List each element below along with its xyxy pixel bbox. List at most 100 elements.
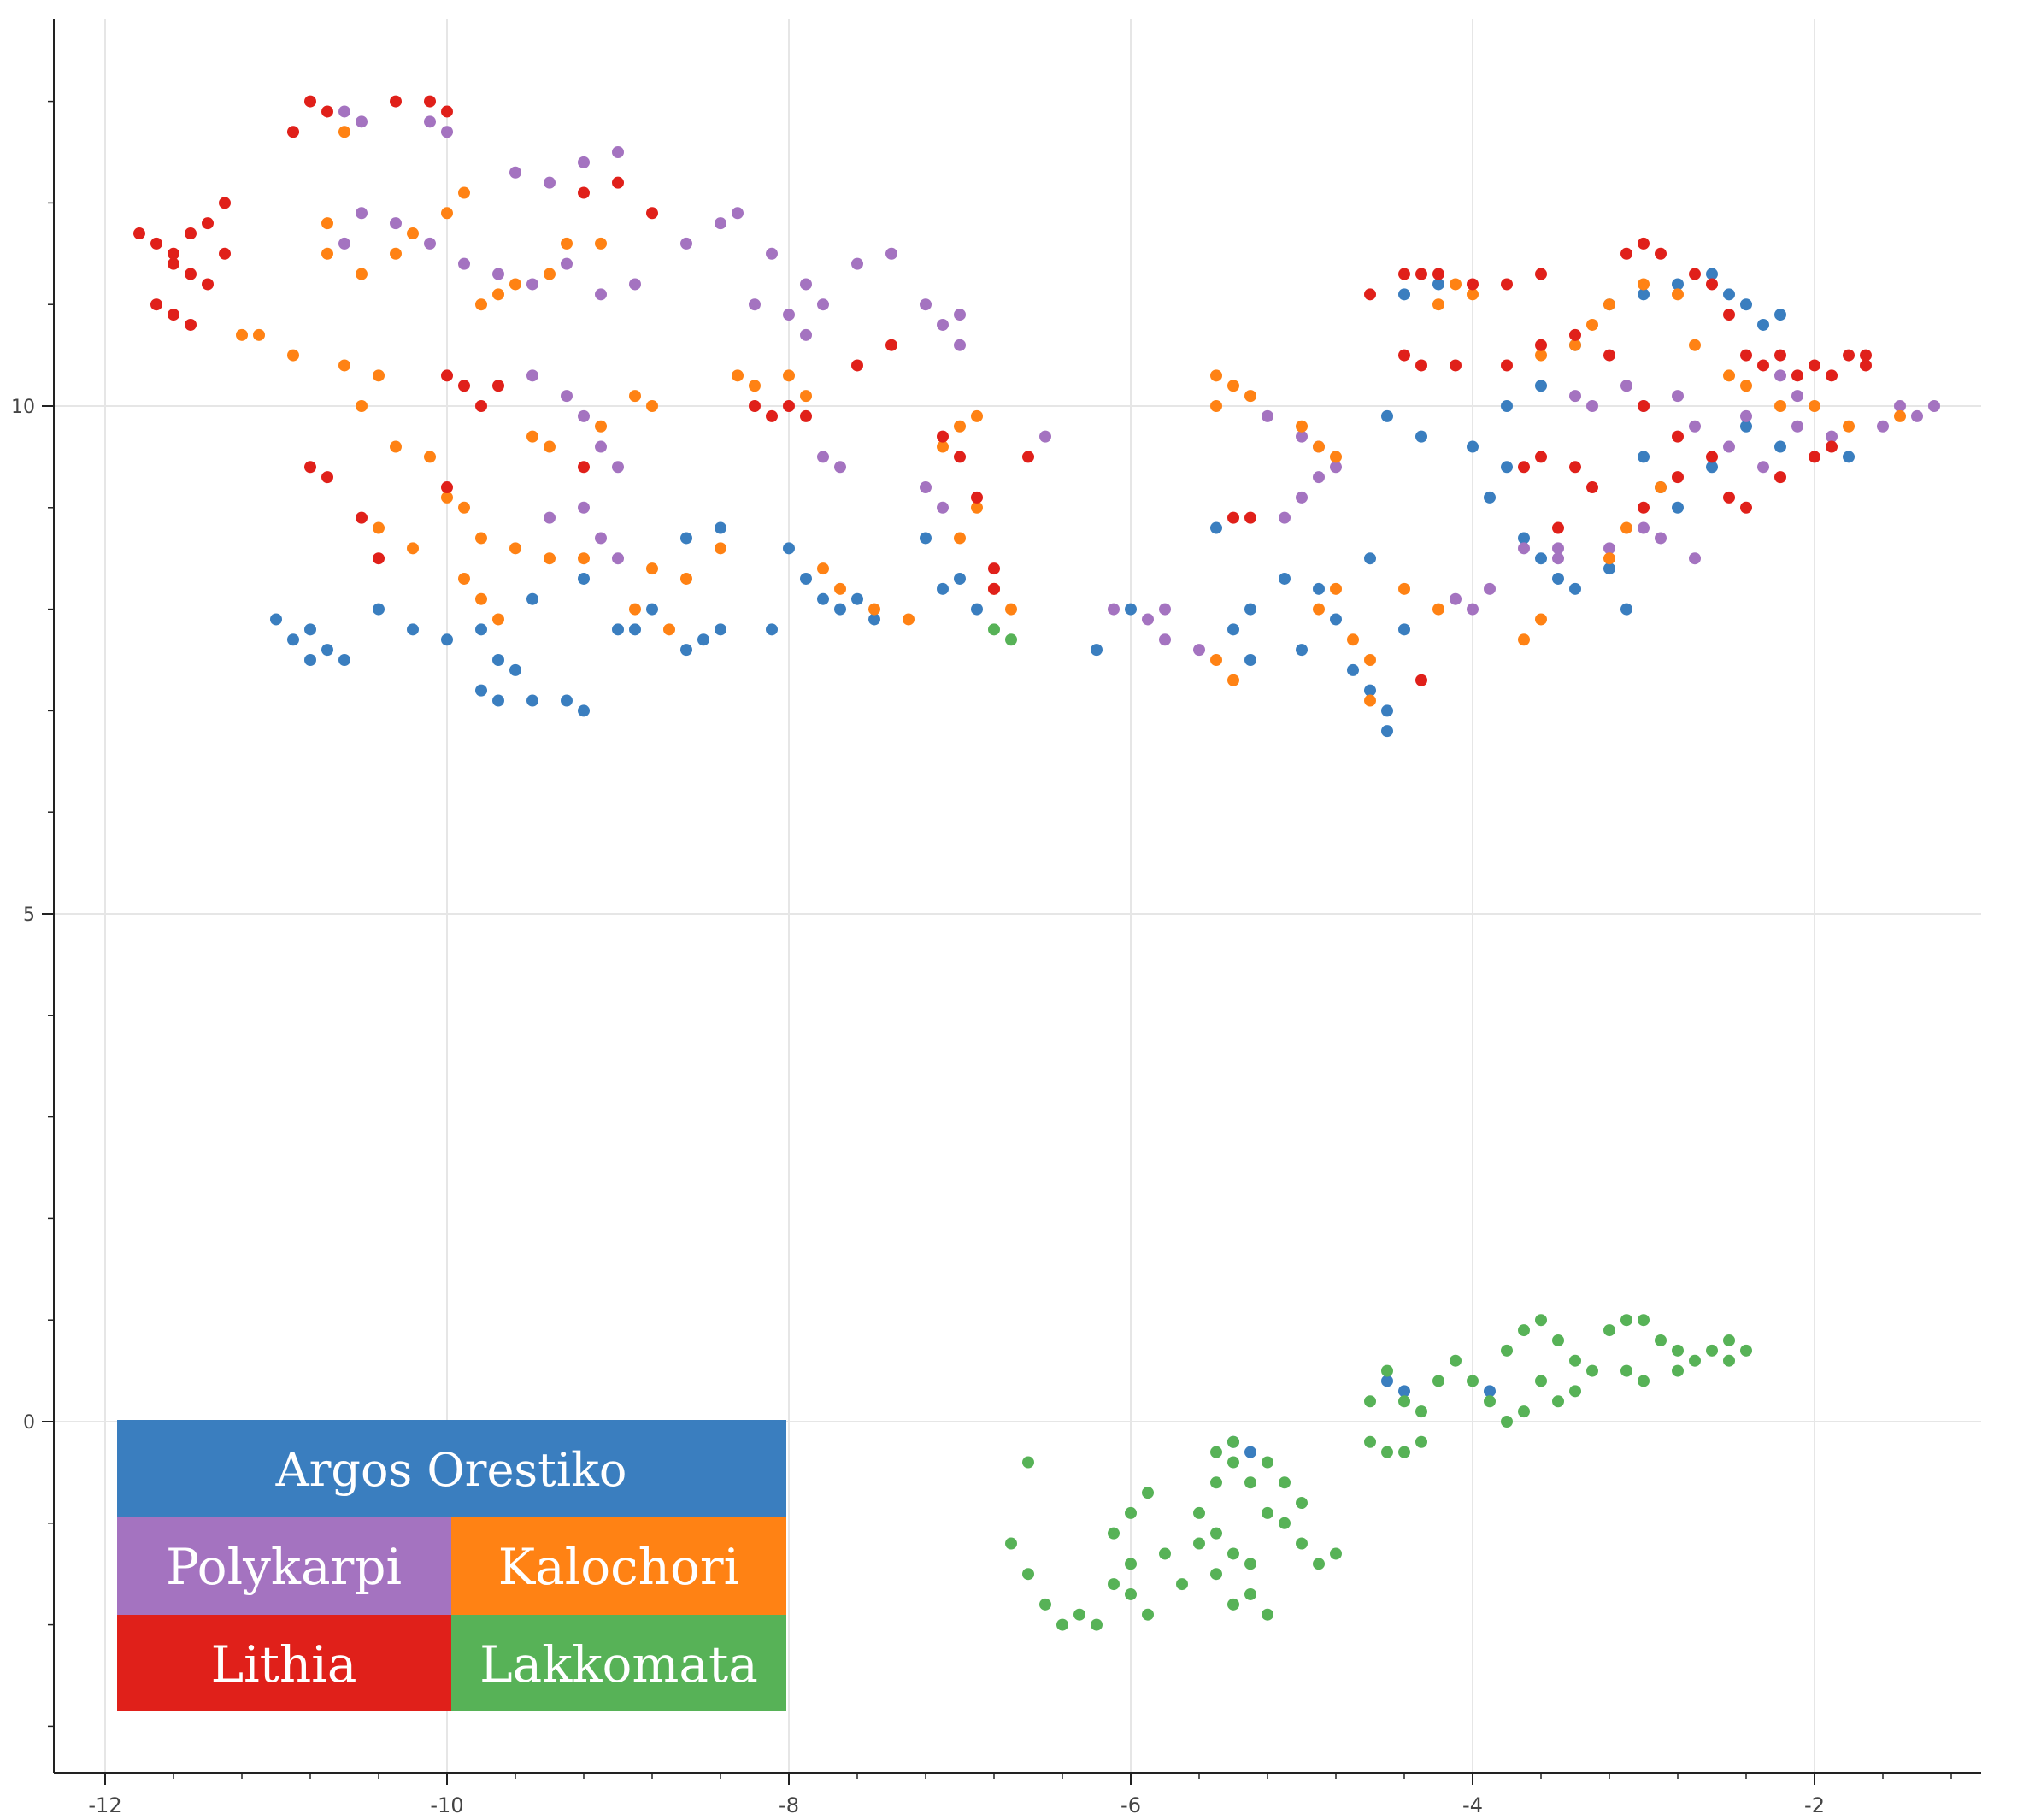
point-lithia	[150, 298, 162, 311]
point-argos-orestiko	[1706, 268, 1718, 280]
point-lakkomata	[1706, 1344, 1718, 1357]
point-lakkomata	[1518, 1405, 1530, 1418]
point-kalochori	[1364, 654, 1376, 666]
point-lithia	[1706, 451, 1718, 463]
point-kalochori	[954, 420, 966, 433]
point-kalochori	[1347, 633, 1359, 646]
x-tick-label: -6	[1120, 1793, 1141, 1817]
point-argos-orestiko	[1757, 318, 1769, 331]
point-lakkomata	[1364, 1395, 1376, 1408]
point-lakkomata	[1262, 1506, 1273, 1519]
point-polykarpi	[578, 409, 590, 422]
point-lithia	[1638, 400, 1650, 412]
point-lakkomata	[1381, 1446, 1393, 1458]
point-polykarpi	[612, 146, 624, 158]
point-polykarpi	[1791, 420, 1803, 433]
point-lithia	[1569, 328, 1581, 341]
point-lithia	[1826, 369, 1838, 382]
point-lakkomata	[1518, 1324, 1530, 1337]
point-kalochori	[1655, 481, 1667, 494]
point-lakkomata	[1535, 1314, 1547, 1327]
point-kalochori	[458, 501, 470, 514]
point-polykarpi	[629, 278, 641, 291]
point-kalochori	[321, 247, 333, 260]
point-argos-orestiko	[1381, 1375, 1393, 1387]
point-lithia	[1467, 278, 1479, 291]
point-kalochori	[338, 359, 350, 372]
point-lithia	[304, 461, 316, 474]
point-argos-orestiko	[441, 633, 453, 646]
legend-label-lithia: Lithia	[211, 1635, 357, 1693]
point-lithia	[1022, 451, 1034, 463]
point-kalochori	[1620, 521, 1632, 534]
point-polykarpi	[834, 461, 846, 474]
point-lakkomata	[1569, 1385, 1581, 1398]
point-kalochori	[1603, 298, 1615, 311]
point-kalochori	[509, 542, 521, 555]
point-lakkomata	[1501, 1416, 1513, 1428]
legend-swatch-polykarpi	[117, 1517, 451, 1615]
point-lithia	[937, 430, 949, 443]
point-polykarpi	[680, 237, 692, 250]
point-kalochori	[544, 440, 556, 453]
point-polykarpi	[1569, 390, 1581, 403]
point-kalochori	[458, 572, 470, 585]
point-kalochori	[663, 623, 675, 636]
point-lakkomata	[1125, 1506, 1137, 1519]
point-kalochori	[1244, 390, 1256, 403]
point-lithia	[1415, 268, 1427, 280]
point-lakkomata	[1227, 1598, 1239, 1611]
point-polykarpi	[595, 532, 607, 545]
point-lakkomata	[1142, 1487, 1154, 1499]
point-polykarpi	[1638, 521, 1650, 534]
point-argos-orestiko	[304, 623, 316, 636]
point-lithia	[321, 105, 333, 118]
point-argos-orestiko	[492, 654, 504, 666]
point-polykarpi	[492, 268, 504, 280]
point-polykarpi	[561, 390, 573, 403]
point-lakkomata	[1638, 1375, 1650, 1387]
point-kalochori	[680, 572, 692, 585]
point-argos-orestiko	[697, 633, 709, 646]
point-kalochori	[509, 278, 521, 291]
point-kalochori	[287, 349, 299, 362]
point-kalochori	[1296, 420, 1308, 433]
point-argos-orestiko	[1501, 400, 1513, 412]
point-kalochori	[544, 552, 556, 565]
point-kalochori	[732, 369, 744, 382]
point-argos-orestiko	[1774, 309, 1786, 321]
y-tick-label: 5	[23, 904, 35, 926]
point-lithia	[168, 309, 179, 321]
point-polykarpi	[1774, 369, 1786, 382]
point-lakkomata	[1655, 1334, 1667, 1346]
point-polykarpi	[526, 278, 538, 291]
point-lithia	[1620, 247, 1632, 260]
point-polykarpi	[954, 309, 966, 321]
point-argos-orestiko	[766, 623, 778, 636]
point-argos-orestiko	[492, 694, 504, 707]
point-kalochori	[475, 298, 487, 311]
point-polykarpi	[1518, 542, 1530, 555]
point-lithia	[185, 318, 197, 331]
legend-swatch-lakkomata	[451, 1615, 786, 1711]
point-lakkomata	[1398, 1395, 1410, 1408]
point-kalochori	[407, 542, 419, 555]
point-argos-orestiko	[783, 542, 795, 555]
point-argos-orestiko	[526, 694, 538, 707]
point-lakkomata	[1227, 1456, 1239, 1469]
point-lakkomata	[1279, 1517, 1291, 1529]
point-argos-orestiko	[851, 592, 863, 605]
point-lithia	[646, 207, 658, 220]
point-kalochori	[561, 237, 573, 250]
point-kalochori	[544, 268, 556, 280]
point-polykarpi	[578, 156, 590, 168]
point-argos-orestiko	[612, 623, 624, 636]
point-kalochori	[646, 400, 658, 412]
point-polykarpi	[1296, 430, 1308, 443]
point-polykarpi	[390, 217, 402, 230]
point-polykarpi	[1877, 420, 1889, 433]
point-lithia	[1364, 288, 1376, 301]
point-kalochori	[629, 603, 641, 616]
axes	[53, 19, 1981, 1774]
point-kalochori	[1638, 278, 1650, 291]
